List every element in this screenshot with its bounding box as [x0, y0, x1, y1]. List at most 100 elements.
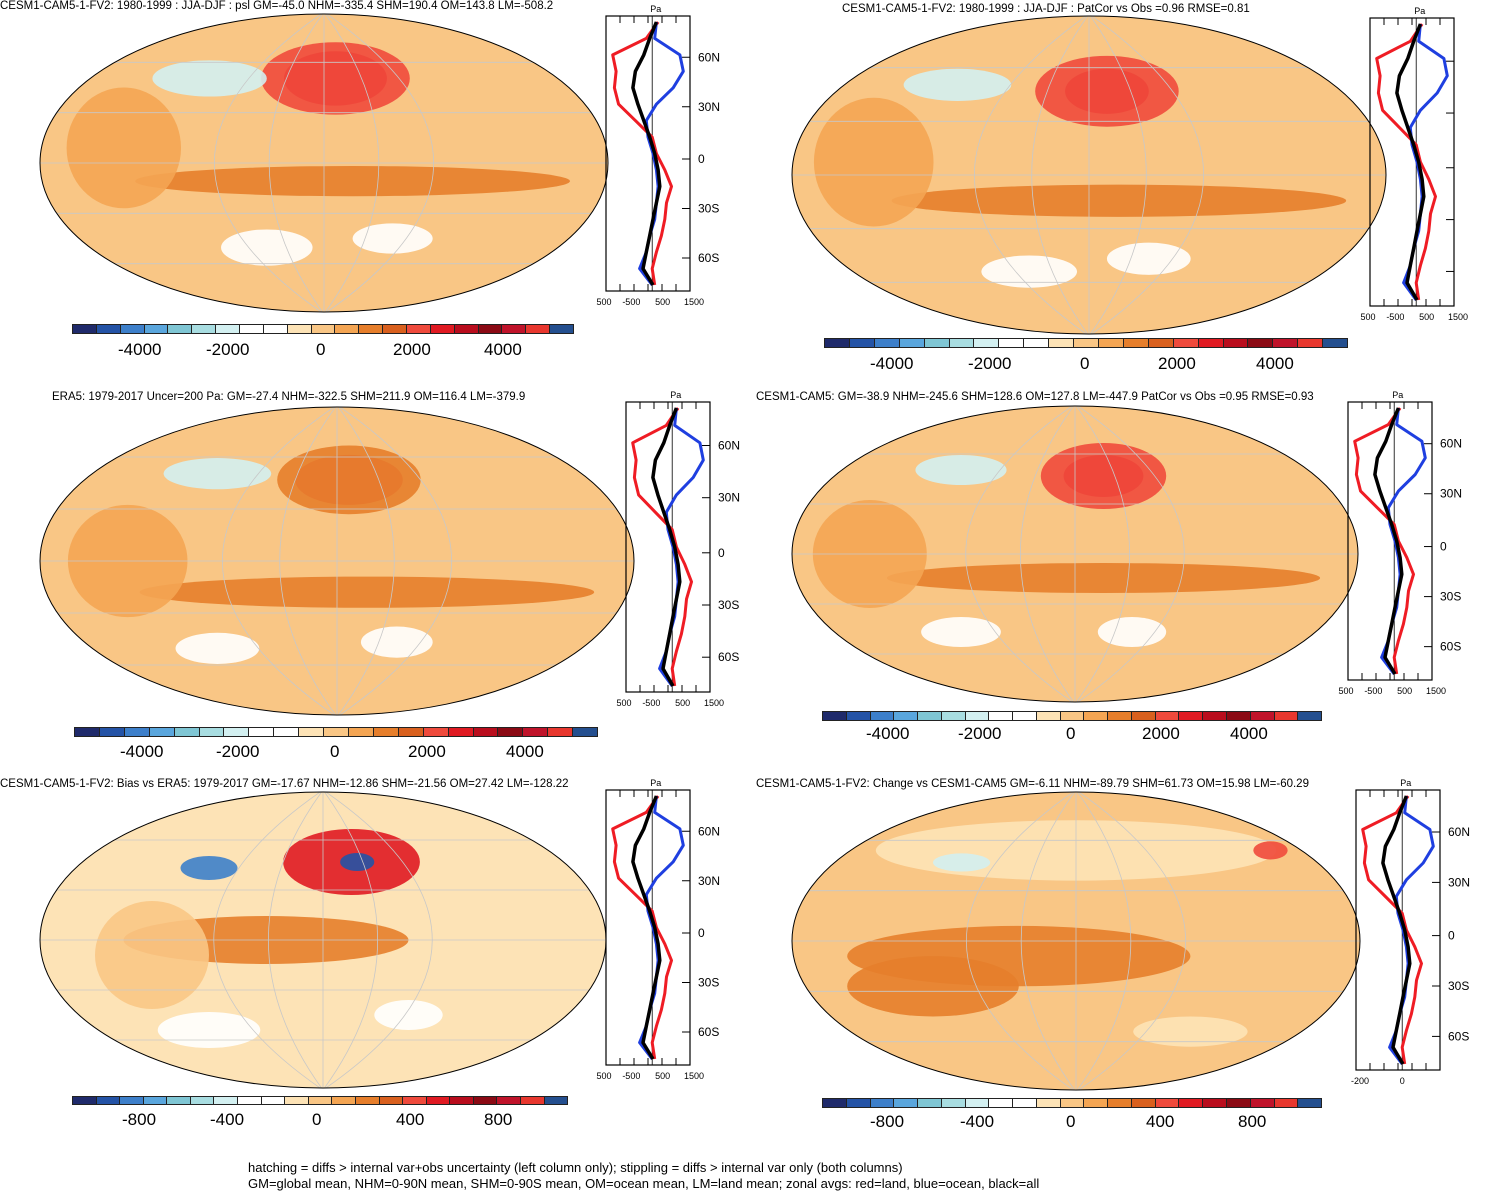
latitude-tick-label: 60S — [1448, 1029, 1469, 1043]
colorbar-swatch — [1298, 339, 1324, 347]
colorbar-swatch — [263, 325, 288, 333]
colorbar-swatch — [1148, 339, 1174, 347]
colorbar-swatch — [1131, 712, 1156, 720]
latitude-tick-label: 30N — [1448, 875, 1470, 889]
colorbar-swatch — [1108, 1099, 1132, 1107]
colorbar-swatch — [448, 728, 474, 736]
colorbar-swatch — [1274, 1099, 1299, 1107]
field-contour-region — [813, 97, 934, 227]
field-contour-region — [135, 166, 570, 197]
latitude-tick-label: 30N — [718, 491, 740, 505]
colorbar-swatch — [1179, 1099, 1204, 1107]
zonal-x-tick-label: -1500 — [616, 698, 632, 708]
panel-3-title: ERA5: 1979-2017 Uncer=200 Pa: GM=-27.4 N… — [52, 391, 526, 403]
colorbar-swatch — [1273, 339, 1299, 347]
colorbar-swatch — [240, 325, 264, 333]
longitude-gridline — [1074, 406, 1185, 702]
colorbar-swatch — [335, 325, 360, 333]
cbar-label: 0 — [312, 1110, 322, 1129]
panel-5-zonal-profile: Pa 60N 30N 0 30S 60S -1500 -500 500 1500 — [596, 778, 720, 1081]
cbar-label: -2000 — [968, 354, 1012, 373]
cbar-label: 800 — [484, 1110, 513, 1129]
longitude-gridline — [1075, 792, 1132, 1090]
map-outline — [791, 405, 1359, 703]
colorbar-swatch — [941, 712, 966, 720]
zonal-x-tick-label: -1500 — [1338, 686, 1354, 696]
colorbar-swatch — [214, 1097, 239, 1104]
cbar-label: -400 — [210, 1110, 245, 1129]
colorbar-swatch — [383, 325, 408, 333]
panel-1-colorbar — [72, 324, 574, 334]
field-contour-region — [157, 1012, 261, 1048]
field-contour-region — [340, 853, 375, 871]
colorbar-swatch — [261, 1097, 286, 1104]
latitude-tick-label: 60N — [1440, 437, 1462, 451]
field-contour-region — [352, 223, 433, 254]
colorbar-swatch — [1123, 339, 1149, 347]
colorbar-swatch — [965, 1099, 990, 1107]
latitude-tick-label: 60S — [718, 650, 739, 664]
zonal-mean-all-line — [1373, 407, 1404, 675]
longitude-gridline — [322, 792, 378, 1088]
colorbar-swatch — [75, 728, 100, 736]
cbar-label: 400 — [396, 1110, 425, 1129]
colorbar-swatch — [167, 1097, 191, 1104]
field-contour-region — [1035, 55, 1179, 127]
field-contour-region — [921, 617, 1001, 647]
latitude-tick-label: 0 — [718, 546, 725, 560]
panel-5-colorbar — [72, 1096, 568, 1105]
field-contour-region — [360, 626, 433, 658]
colorbar-swatch — [1274, 712, 1299, 720]
colorbar-swatch — [1060, 712, 1085, 720]
colorbar-swatch — [1084, 1099, 1109, 1107]
latitude-tick-label: 0 — [1448, 929, 1455, 943]
colorbar-swatch — [548, 728, 574, 736]
latitude-tick-label: 60N — [698, 50, 720, 64]
longitude-gridline — [1088, 16, 1147, 334]
field-contour-region — [180, 856, 238, 880]
colorbar-swatch — [224, 728, 250, 736]
colorbar-swatch — [73, 325, 97, 333]
colorbar-swatch — [73, 1097, 97, 1104]
field-contour-region — [139, 576, 595, 608]
zonal-mean-all-line — [1381, 795, 1412, 1065]
colorbar-swatch — [174, 728, 200, 736]
longitude-gridline — [1031, 16, 1090, 334]
colorbar-swatch — [823, 1099, 847, 1107]
colorbar-swatch — [238, 1097, 262, 1104]
panel-3-colorbar — [74, 727, 598, 737]
colorbar-swatch — [899, 339, 925, 347]
colorbar-swatch — [1198, 339, 1224, 347]
colorbar-swatch — [526, 325, 551, 333]
map-outline — [791, 15, 1387, 335]
colorbar-swatch — [1323, 339, 1348, 347]
colorbar-swatch — [308, 1097, 333, 1104]
cbar-label: -400 — [960, 1112, 995, 1131]
zonal-x-tick-label: 1500 — [684, 1071, 704, 1081]
field-contour-region — [933, 853, 991, 872]
colorbar-swatch — [1298, 712, 1322, 720]
cbar-label: 4000 — [506, 742, 544, 761]
zonal-unit-label: Pa — [1400, 778, 1411, 788]
zonal-x-tick-label: 500 — [1419, 312, 1434, 322]
latitude-tick-label: 0 — [698, 152, 705, 166]
zonal-x-tick-label: -1500 — [596, 1071, 612, 1081]
latitude-tick-label: 60S — [698, 1025, 719, 1039]
colorbar-swatch — [120, 325, 145, 333]
colorbar-swatch — [1248, 339, 1274, 347]
zonal-unit-label: Pa — [1392, 390, 1403, 400]
longitude-gridline — [965, 406, 1076, 702]
colorbar-swatch — [473, 1097, 498, 1104]
cbar-label: -4000 — [118, 340, 162, 359]
longitude-gridline — [323, 14, 380, 312]
panel-6-colorbar — [822, 1098, 1322, 1108]
cbar-label: -2000 — [216, 742, 260, 761]
colorbar-swatch — [199, 728, 225, 736]
longitude-gridline — [1074, 406, 1130, 702]
colorbar-swatch — [403, 1097, 427, 1104]
colorbar-swatch — [874, 339, 900, 347]
colorbar-swatch — [846, 712, 871, 720]
cbar-label: 0 — [330, 742, 340, 761]
cbar-label: 2000 — [393, 340, 431, 359]
colorbar-swatch — [1250, 712, 1275, 720]
